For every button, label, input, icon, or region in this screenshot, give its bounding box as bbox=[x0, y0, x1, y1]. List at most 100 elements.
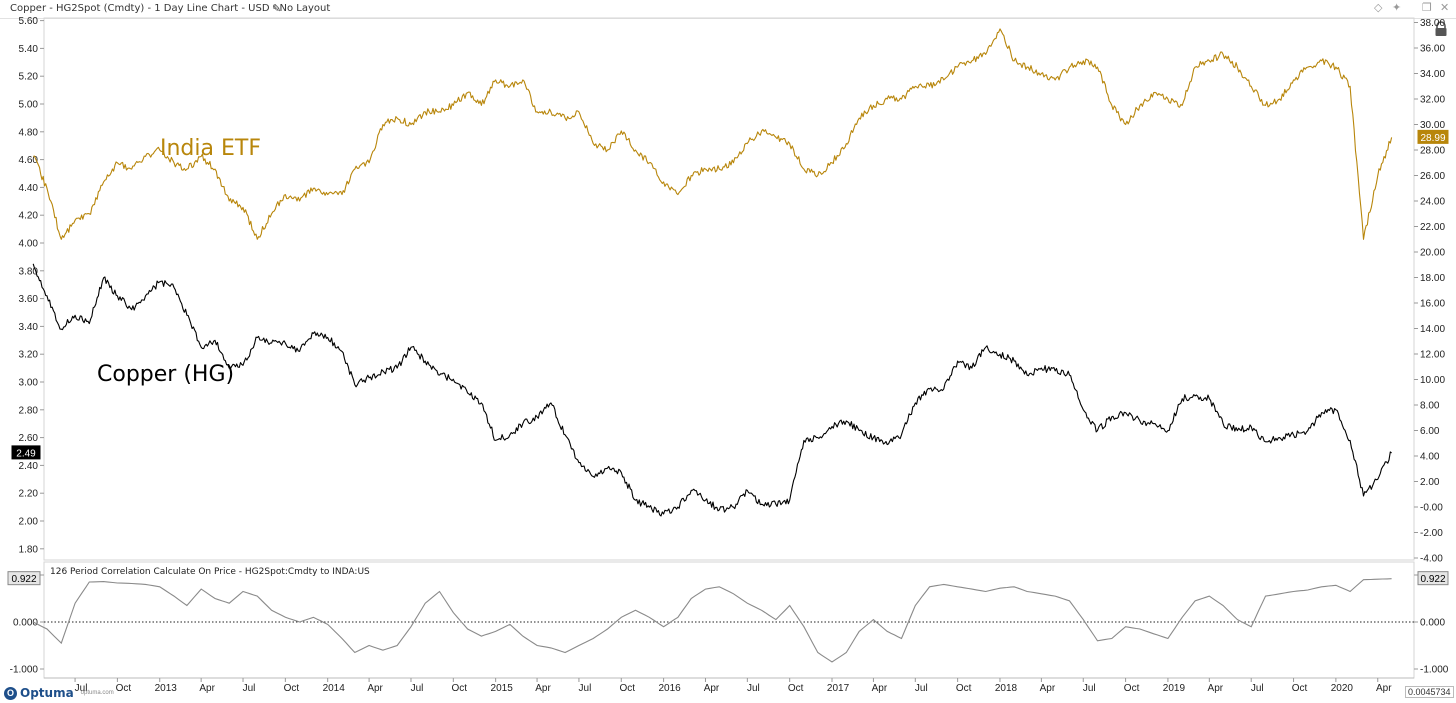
left-axis-tick-label: 1.80 bbox=[19, 544, 39, 555]
right-axis-tick-label: 12.00 bbox=[1420, 350, 1445, 361]
x-axis-tick-label: Apr bbox=[1376, 683, 1392, 694]
x-axis-tick-label: Jul bbox=[579, 683, 592, 694]
right-axis-tick-label: 24.00 bbox=[1420, 197, 1445, 208]
right-axis-tick-label: 20.00 bbox=[1420, 248, 1445, 259]
x-axis-tick-label: Apr bbox=[1208, 683, 1224, 694]
right-axis-tick-label: 10.00 bbox=[1420, 375, 1445, 386]
copper-annotation: Copper (HG) bbox=[97, 362, 234, 387]
x-axis-tick-label: Oct bbox=[116, 683, 132, 694]
x-axis-tick-label: Apr bbox=[872, 683, 888, 694]
close-icon[interactable]: ✕ bbox=[1440, 1, 1450, 14]
series-layer bbox=[32, 28, 1393, 663]
x-axis-tick-label: Oct bbox=[788, 683, 804, 694]
x-axis-tick-label: 2015 bbox=[491, 683, 514, 694]
annotation-layer: India ETF Copper (HG) bbox=[97, 136, 261, 387]
left-axis-tick-label: 3.20 bbox=[19, 350, 39, 361]
x-axis-tick-label: Apr bbox=[535, 683, 551, 694]
x-axis-tick-label: Jul bbox=[75, 683, 88, 694]
restore-icon[interactable]: ❐ bbox=[1422, 1, 1432, 14]
india-last-value-badge-box bbox=[1417, 129, 1449, 144]
right-axis-tick-label: 36.00 bbox=[1420, 44, 1445, 55]
left-axis-tick-label: 4.20 bbox=[19, 211, 39, 222]
left-axis-tick-label: 5.00 bbox=[19, 100, 39, 111]
correlation-panel-border bbox=[43, 561, 1415, 679]
x-axis-tick-label: 2018 bbox=[995, 683, 1018, 694]
correlation-right-badge-box bbox=[1417, 571, 1449, 586]
left-axis: 5.60 5.40 5.20 5.00 4.80 4.60 4.40 4.20 4.00 3.80… bbox=[19, 16, 44, 555]
correlation-left-badge-text: 0.922 bbox=[11, 574, 36, 585]
right-axis-tick-label: 14.00 bbox=[1420, 324, 1445, 335]
x-axis-tick-label: Oct bbox=[956, 683, 972, 694]
right-axis-tick-label: 4.00 bbox=[1420, 452, 1440, 463]
left-axis-tick-label: 3.80 bbox=[19, 266, 39, 277]
pencil-icon[interactable]: ✎ bbox=[272, 3, 282, 15]
x-axis-tick-label: Apr bbox=[1040, 683, 1056, 694]
x-axis-tick-label: Apr bbox=[199, 683, 215, 694]
right-axis-tick-label: 32.00 bbox=[1420, 95, 1445, 106]
corner-value-readout: 0.0045734 bbox=[1405, 686, 1454, 698]
optuma-logo-icon: O bbox=[4, 686, 17, 700]
left-axis-tick-label: 2.40 bbox=[19, 461, 39, 472]
right-axis-tick-label: 18.00 bbox=[1420, 273, 1445, 284]
left-axis-tick-label: 4.60 bbox=[19, 155, 39, 166]
lock-icon[interactable] bbox=[1432, 20, 1450, 38]
x-axis-tick-label: Oct bbox=[1124, 683, 1140, 694]
india-last-value-badge-text: 28.99 bbox=[1420, 133, 1445, 144]
copper-last-value-badge-text: 2.49 bbox=[16, 448, 36, 459]
correlation-right-badge-text: 0.922 bbox=[1420, 574, 1445, 585]
chart-frame: 126 Period Correlation Calculate On Pric… bbox=[43, 17, 1415, 679]
right-axis: 38.00 36.00 34.00 32.00 30.00 28.00 26.00 24.00… bbox=[1414, 18, 1445, 565]
right-axis-tick-label: 6.00 bbox=[1420, 426, 1440, 437]
right-axis-tick-label: -0.00 bbox=[1420, 503, 1443, 514]
x-axis-tick-label: Jul bbox=[1251, 683, 1264, 694]
x-axis-tick-label: Jul bbox=[1083, 683, 1096, 694]
diamond-icon[interactable]: ◇ bbox=[1374, 1, 1383, 14]
correlation-series-line bbox=[32, 578, 1392, 663]
left-axis-tick-label: 3.00 bbox=[19, 378, 39, 389]
x-axis-tick-label: Oct bbox=[619, 683, 635, 694]
optuma-logo-text: Optuma bbox=[20, 686, 74, 700]
left-axis-tick-label: 3.40 bbox=[19, 322, 39, 333]
optuma-logo[interactable]: O Optuma optuma.com bbox=[4, 685, 114, 701]
right-axis-tick-label: 16.00 bbox=[1420, 299, 1445, 310]
right-axis-tick-label: 28.00 bbox=[1420, 146, 1445, 157]
left-axis-tick-label: 5.40 bbox=[19, 44, 39, 55]
x-axis-tick-label: 2020 bbox=[1331, 683, 1354, 694]
correlation-left-badge-box bbox=[7, 571, 41, 586]
right-axis-tick-label: -4.00 bbox=[1420, 554, 1443, 565]
left-axis-tick-label: 5.60 bbox=[19, 16, 39, 27]
left-axis-tick-label: 2.00 bbox=[19, 517, 39, 528]
left-axis-tick-label: 4.40 bbox=[19, 183, 39, 194]
right-axis-tick-label: 2.00 bbox=[1420, 477, 1440, 488]
x-axis-tick-label: Oct bbox=[1292, 683, 1308, 694]
left-axis-tick-label: 2.20 bbox=[19, 489, 39, 500]
left-axis-tick-label: 4.00 bbox=[19, 239, 39, 250]
correlation-right-tick-label: -1.000 bbox=[1420, 665, 1449, 676]
correlation-right-tick-label: 0.000 bbox=[1420, 618, 1445, 629]
x-axis-tick-label: Apr bbox=[367, 683, 383, 694]
x-axis-tick-label: 2016 bbox=[658, 683, 681, 694]
right-axis-tick-label: 30.00 bbox=[1420, 120, 1445, 131]
right-axis-tick-label: 8.00 bbox=[1420, 401, 1440, 412]
right-axis-tick-label: 38.00 bbox=[1420, 18, 1445, 29]
main-panel-border bbox=[43, 17, 1415, 561]
x-axis-tick-label: 2013 bbox=[155, 683, 178, 694]
x-axis-tick-label: Oct bbox=[452, 683, 468, 694]
x-axis-tick-label: Jul bbox=[243, 683, 256, 694]
right-axis-tick-label: 26.00 bbox=[1420, 171, 1445, 182]
right-axis-tick-label: -2.00 bbox=[1420, 528, 1443, 539]
pin-icon[interactable]: ✦ bbox=[1392, 1, 1402, 14]
right-axis-tick-label: 34.00 bbox=[1420, 69, 1445, 80]
copper-last-value-badge-box bbox=[11, 445, 41, 460]
india-etf-annotation: India ETF bbox=[160, 136, 261, 161]
correlation-panel-title: 126 Period Correlation Calculate On Pric… bbox=[50, 567, 370, 577]
left-axis-tick-label: 5.20 bbox=[19, 72, 39, 83]
right-axis-tick-label: 22.00 bbox=[1420, 222, 1445, 233]
left-axis-tick-label: 4.80 bbox=[19, 127, 39, 138]
x-axis-tick-label: 2014 bbox=[323, 683, 346, 694]
optuma-url: optuma.com bbox=[80, 690, 114, 696]
x-axis: Jul Oct 2013 Apr Jul Oct 2014 Apr Jul Oct 2015 Apr J… bbox=[44, 677, 1414, 694]
left-axis-tick-label: 3.60 bbox=[19, 294, 39, 305]
